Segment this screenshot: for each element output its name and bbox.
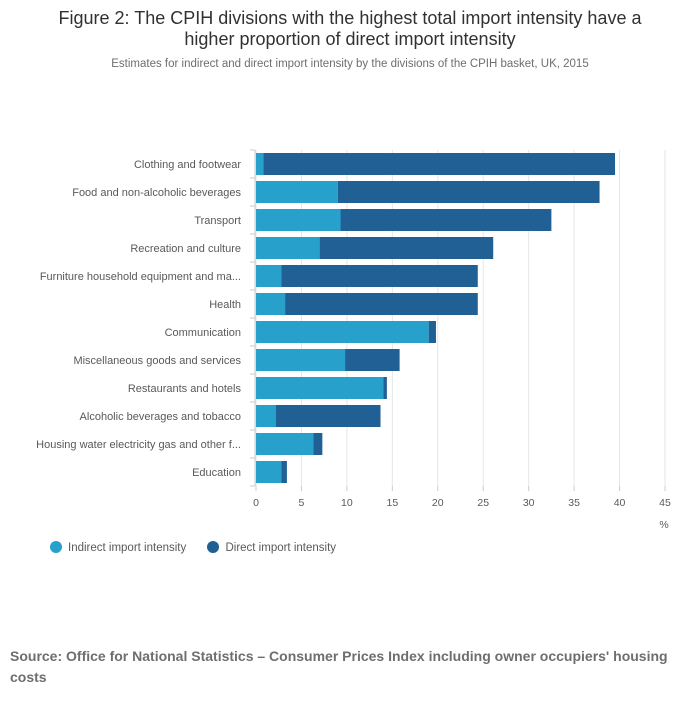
bar-direct-3 bbox=[319, 237, 494, 259]
bar-indirect-10 bbox=[256, 433, 314, 455]
tick-label-x-25: 25 bbox=[477, 497, 489, 509]
tick-label-x-45: 45 bbox=[659, 497, 671, 509]
bar-indirect-9 bbox=[256, 405, 276, 427]
legend-dot-indirect-icon bbox=[50, 541, 62, 553]
chart-title-line-2: higher proportion of direct import inten… bbox=[184, 29, 516, 49]
legend-item-direct[interactable]: Direct import intensity bbox=[207, 541, 336, 554]
chart-title: Figure 2: The CPIH divisions with the hi… bbox=[0, 8, 700, 50]
bar-indirect-7 bbox=[256, 349, 346, 371]
category-label-6: Communication bbox=[165, 327, 241, 339]
bar-direct-2 bbox=[340, 209, 552, 231]
bar-direct-1 bbox=[337, 181, 600, 203]
bar-indirect-0 bbox=[256, 153, 264, 175]
source-note: Source: Office for National Statistics –… bbox=[10, 648, 668, 685]
bar-direct-7 bbox=[345, 349, 400, 371]
bar-direct-4 bbox=[281, 265, 478, 287]
tick-label-x-40: 40 bbox=[614, 497, 626, 509]
tick-label-x-35: 35 bbox=[568, 497, 580, 509]
bar-indirect-8 bbox=[256, 377, 384, 399]
tick-label-x-5: 5 bbox=[299, 497, 305, 509]
legend-label-direct: Direct import intensity bbox=[225, 542, 337, 554]
tick-label-x-15: 15 bbox=[386, 497, 398, 509]
bar-direct-5 bbox=[285, 293, 478, 315]
chart-title-line-1: Figure 2: The CPIH divisions with the hi… bbox=[58, 8, 642, 28]
bar-indirect-2 bbox=[256, 209, 341, 231]
bar-indirect-11 bbox=[256, 461, 282, 483]
chart-legend: Indirect import intensity Direct import … bbox=[50, 541, 354, 554]
chart-subtitle: Estimates for indirect and direct import… bbox=[111, 58, 589, 70]
bar-direct-10 bbox=[313, 433, 323, 455]
legend-label-indirect: Indirect import intensity bbox=[68, 542, 187, 554]
bar-indirect-5 bbox=[256, 293, 286, 315]
category-label-8: Restaurants and hotels bbox=[128, 383, 242, 395]
category-label-0: Clothing and footwear bbox=[134, 159, 241, 171]
tick-label-x-30: 30 bbox=[523, 497, 535, 509]
category-label-7: Miscellaneous goods and services bbox=[73, 355, 241, 367]
bar-direct-6 bbox=[428, 321, 436, 343]
bar-direct-11 bbox=[281, 461, 287, 483]
category-label-5: Health bbox=[209, 299, 241, 311]
bar-indirect-3 bbox=[256, 237, 320, 259]
legend-item-indirect[interactable]: Indirect import intensity bbox=[50, 541, 186, 554]
x-axis-label: % bbox=[659, 519, 668, 531]
bar-indirect-4 bbox=[256, 265, 282, 287]
category-label-3: Recreation and culture bbox=[130, 243, 241, 255]
category-label-2: Transport bbox=[194, 215, 241, 227]
bar-indirect-6 bbox=[256, 321, 429, 343]
category-label-10: Housing water electricity gas and other … bbox=[36, 439, 241, 451]
legend-dot-direct-icon bbox=[207, 541, 220, 553]
tick-label-x-10: 10 bbox=[341, 497, 353, 509]
bar-direct-9 bbox=[275, 405, 381, 427]
bar-indirect-1 bbox=[256, 181, 338, 203]
category-label-11: Education bbox=[192, 467, 241, 479]
category-label-1: Food and non-alcoholic beverages bbox=[72, 187, 241, 199]
tick-label-x-20: 20 bbox=[432, 497, 444, 509]
category-label-9: Alcoholic beverages and tobacco bbox=[80, 411, 241, 423]
bar-direct-8 bbox=[383, 377, 387, 399]
tick-label-x-0: 0 bbox=[253, 497, 259, 509]
category-label-4: Furniture household equipment and ma... bbox=[40, 271, 241, 283]
bar-chart: 0 5 10 15 20 25 30 35 40 45 Clothing and footwear F… bbox=[36, 149, 671, 531]
bar-direct-0 bbox=[263, 153, 616, 175]
